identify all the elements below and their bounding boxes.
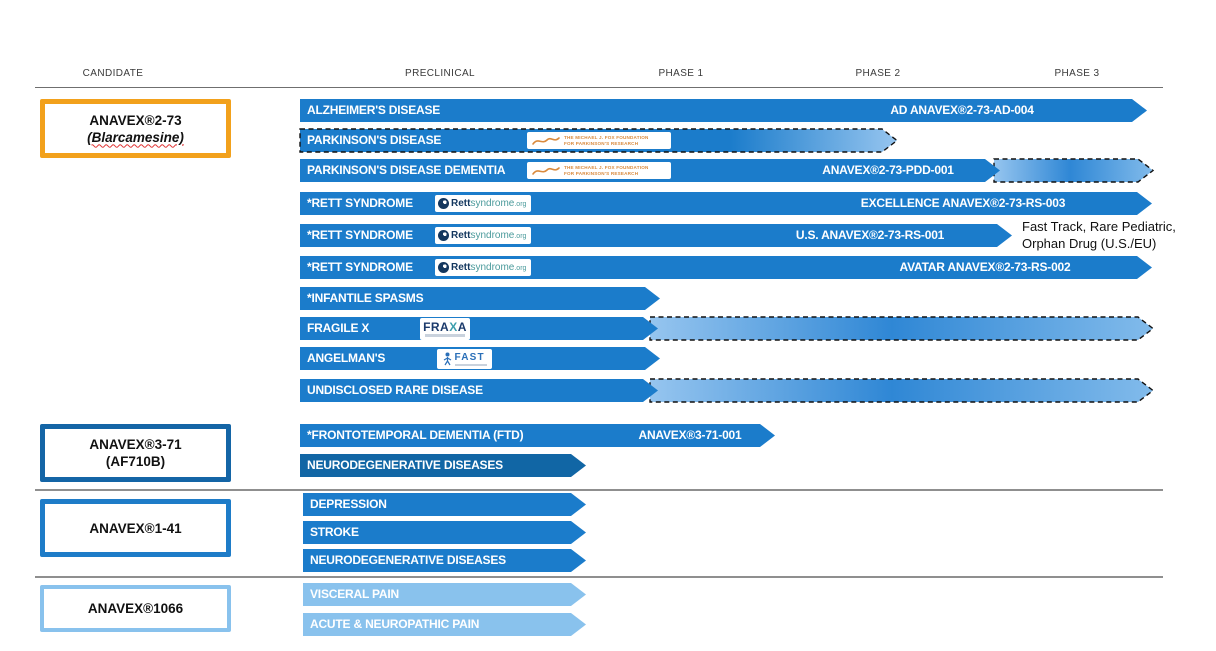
bar-label-rett-syndrome-us: *RETT SYNDROME bbox=[307, 228, 413, 242]
trial-label-rett-syndrome-excellence: EXCELLENCE ANAVEX®2-73-RS-003 bbox=[860, 196, 1066, 210]
bar-label-acute-neuropathic-pain: ACUTE & NEUROPATHIC PAIN bbox=[310, 617, 480, 631]
fraxa-logo-text: FRAXA bbox=[423, 320, 467, 334]
mjff-logo-text: THE MICHAEL J. FOX FOUNDATION FOR PARKINS… bbox=[564, 165, 649, 176]
bar-label-parkinsons-disease-dementia: PARKINSON'S DISEASE DEMENTIA bbox=[307, 163, 506, 177]
column-header-preclinical: PRECLINICAL bbox=[405, 68, 475, 79]
rettsyndrome-org-logo: Rettsyndrome.org bbox=[435, 259, 531, 276]
bar-visceral-pain bbox=[303, 583, 586, 606]
rettsyndrome-circle-icon bbox=[438, 230, 449, 241]
michael-j-fox-foundation-logo: THE MICHAEL J. FOX FOUNDATION FOR PARKINS… bbox=[527, 162, 671, 179]
column-header-phase-3: PHASE 3 bbox=[1054, 68, 1100, 79]
bar-label-angelmans: ANGELMAN'S bbox=[307, 351, 386, 365]
designations-note: Fast Track, Rare Pediatric, Orphan Drug (… bbox=[1022, 219, 1176, 252]
bar-label-depression: DEPRESSION bbox=[310, 497, 387, 511]
rettsyndrome-circle-icon bbox=[438, 262, 449, 273]
bar-stroke bbox=[303, 521, 586, 544]
designations-note-line: Fast Track, Rare Pediatric, bbox=[1022, 219, 1176, 234]
candidate-label: ANAVEX®2-73 bbox=[89, 112, 182, 128]
trial-label-rett-syndrome-avatar: AVATAR ANAVEX®2-73-RS-002 bbox=[899, 260, 1071, 274]
fraxa-logo: FRAXA bbox=[420, 318, 470, 340]
column-header-candidate: CANDIDATE bbox=[82, 68, 144, 79]
mjff-signature-icon bbox=[532, 166, 560, 175]
bar-label-neurodegenerative-diseases-141: NEURODEGENERATIVE DISEASES bbox=[310, 553, 506, 567]
bar-acute-neuropathic-pain bbox=[303, 613, 586, 636]
candidate-label: ANAVEX®1-41 bbox=[89, 520, 182, 536]
bar-undisclosed-rare-disease-dashed bbox=[649, 378, 1155, 403]
header-divider-line bbox=[35, 87, 1163, 88]
candidate-label: ANAVEX®1066 bbox=[87, 601, 184, 616]
bar-alzheimers-disease bbox=[300, 99, 1147, 122]
bar-label-parkinsons-disease: PARKINSON'S DISEASE bbox=[307, 133, 442, 147]
bar-label-infantile-spasms: *INFANTILE SPASMS bbox=[307, 291, 424, 305]
bar-depression bbox=[303, 493, 586, 516]
mjff-logo-text: THE MICHAEL J. FOX FOUNDATION FOR PARKINS… bbox=[564, 135, 649, 146]
bar-infantile-spasms bbox=[300, 287, 660, 310]
trial-label-alzheimers-disease: AD ANAVEX®2-73-AD-004 bbox=[890, 103, 1034, 117]
fast-figure-icon bbox=[443, 352, 451, 366]
bar-label-visceral-pain: VISCERAL PAIN bbox=[310, 587, 399, 601]
bar-parkinsons-disease-dementia-dashed bbox=[993, 158, 1155, 183]
rettsyndrome-logo-text: Rettsyndrome.org bbox=[451, 229, 527, 241]
candidate-box-anavex-1-41: ANAVEX®1-41 bbox=[40, 499, 231, 557]
section-separator-line bbox=[35, 489, 1163, 491]
fast-foundation-logo: FAST bbox=[437, 349, 492, 369]
rettsyndrome-circle-icon bbox=[438, 198, 449, 209]
candidate-box-anavex-1066: ANAVEX®1066 bbox=[40, 585, 231, 632]
candidate-box-anavex-2-73: ANAVEX®2-73 (Blarcamesine) bbox=[40, 99, 231, 158]
bar-fragile-x bbox=[300, 317, 658, 340]
trial-label-frontotemporal-dementia: ANAVEX®3-71-001 bbox=[638, 428, 742, 442]
candidate-label: ANAVEX®3-71 bbox=[89, 437, 182, 452]
fast-logo-subtext bbox=[454, 363, 487, 366]
column-header-phase-1: PHASE 1 bbox=[658, 68, 704, 79]
trial-label-parkinsons-disease-dementia: ANAVEX®2-73-PDD-001 bbox=[822, 163, 954, 177]
candidate-box-anavex-3-71: ANAVEX®3-71 (AF710B) bbox=[40, 424, 231, 482]
bar-label-fragile-x: FRAGILE X bbox=[307, 321, 370, 335]
bar-neurodegenerative-diseases-371 bbox=[300, 454, 586, 477]
trial-label-rett-syndrome-us: U.S. ANAVEX®2-73-RS-001 bbox=[795, 228, 945, 242]
rettsyndrome-logo-text: Rettsyndrome.org bbox=[451, 261, 527, 273]
bar-label-rett-syndrome-excellence: *RETT SYNDROME bbox=[307, 196, 413, 210]
rettsyndrome-logo-text: Rettsyndrome.org bbox=[451, 197, 527, 209]
fraxa-logo-subtext bbox=[425, 334, 465, 337]
bar-frontotemporal-dementia bbox=[300, 424, 775, 447]
michael-j-fox-foundation-logo: THE MICHAEL J. FOX FOUNDATION FOR PARKINS… bbox=[527, 132, 671, 149]
bar-label-frontotemporal-dementia: *FRONTOTEMPORAL DEMENTIA (FTD) bbox=[307, 428, 524, 442]
column-header-phase-2: PHASE 2 bbox=[855, 68, 901, 79]
candidate-label: (Blarcamesine) bbox=[87, 129, 184, 145]
mjff-signature-icon bbox=[532, 136, 560, 145]
rettsyndrome-org-logo: Rettsyndrome.org bbox=[435, 227, 531, 244]
bar-label-alzheimers-disease: ALZHEIMER'S DISEASE bbox=[307, 103, 441, 117]
bar-label-undisclosed-rare-disease: UNDISCLOSED RARE DISEASE bbox=[307, 383, 483, 397]
rettsyndrome-org-logo: Rettsyndrome.org bbox=[435, 195, 531, 212]
bar-label-rett-syndrome-avatar: *RETT SYNDROME bbox=[307, 260, 413, 274]
fast-logo-text: FAST bbox=[454, 351, 485, 363]
designations-note-line: Orphan Drug (U.S./EU) bbox=[1022, 235, 1157, 251]
bar-label-neurodegenerative-diseases-371: NEURODEGENERATIVE DISEASES bbox=[307, 458, 503, 472]
bar-neurodegenerative-diseases-141 bbox=[303, 549, 586, 572]
bar-label-stroke: STROKE bbox=[310, 525, 359, 539]
section-separator-line bbox=[35, 576, 1163, 578]
bar-undisclosed-rare-disease bbox=[300, 379, 658, 402]
bar-fragile-x-dashed bbox=[649, 316, 1155, 341]
candidate-label: (AF710B) bbox=[105, 454, 166, 469]
